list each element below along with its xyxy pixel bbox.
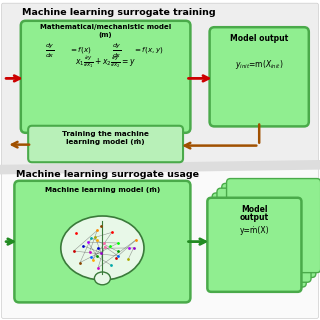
FancyBboxPatch shape (207, 198, 301, 292)
Text: $= f(x)$: $= f(x)$ (69, 45, 92, 55)
Text: Machine learning surrogate training: Machine learning surrogate training (22, 8, 216, 17)
Text: Mathematical/mechanistic model: Mathematical/mechanistic model (40, 24, 171, 30)
FancyBboxPatch shape (14, 181, 190, 302)
Text: learning model (ṁ): learning model (ṁ) (66, 139, 145, 145)
FancyBboxPatch shape (21, 21, 190, 133)
Text: (m): (m) (99, 32, 112, 38)
Text: Model: Model (241, 205, 268, 214)
Text: Training the machine: Training the machine (62, 131, 149, 137)
FancyBboxPatch shape (28, 126, 183, 162)
Text: $\frac{dy}{dx}$: $\frac{dy}{dx}$ (45, 42, 54, 60)
FancyBboxPatch shape (212, 193, 306, 287)
FancyBboxPatch shape (210, 27, 309, 126)
FancyBboxPatch shape (2, 3, 318, 168)
Text: Model output: Model output (230, 34, 288, 43)
Ellipse shape (94, 272, 110, 285)
Text: $y_{init}$=m($X_{init}$): $y_{init}$=m($X_{init}$) (235, 58, 284, 71)
FancyBboxPatch shape (222, 183, 316, 277)
Text: Machine learning surrogate usage: Machine learning surrogate usage (16, 170, 199, 179)
Text: $= f(x,y)$: $= f(x,y)$ (133, 45, 164, 55)
FancyBboxPatch shape (217, 188, 311, 282)
Text: output: output (240, 213, 269, 222)
Text: y=ṁ(X): y=ṁ(X) (240, 226, 269, 235)
FancyBboxPatch shape (227, 179, 320, 273)
Text: $\frac{dy}{dx}$: $\frac{dy}{dx}$ (112, 42, 122, 60)
FancyBboxPatch shape (2, 166, 318, 318)
Text: Machine learning model (ṁ): Machine learning model (ṁ) (45, 187, 160, 193)
Ellipse shape (61, 216, 144, 280)
Polygon shape (0, 160, 320, 174)
Text: $x_1\frac{\partial y}{\partial x_1} + x_2\frac{\partial y}{\partial x_2} = y$: $x_1\frac{\partial y}{\partial x_1} + x_… (75, 54, 136, 70)
